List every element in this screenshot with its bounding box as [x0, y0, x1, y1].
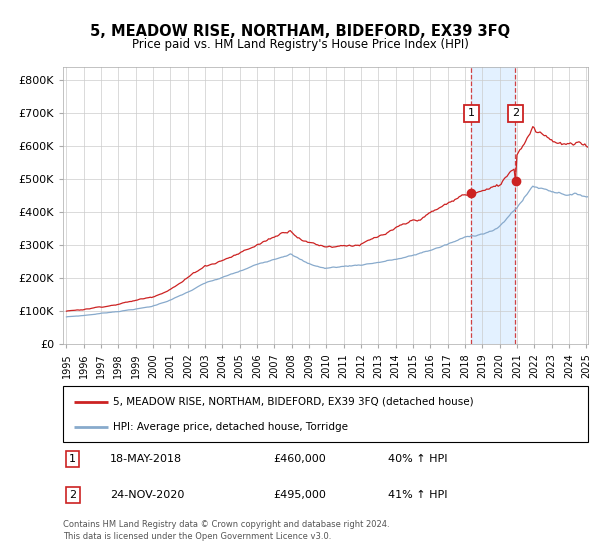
Text: 2: 2 — [70, 490, 76, 500]
Text: 40% ↑ HPI: 40% ↑ HPI — [389, 454, 448, 464]
Text: 5, MEADOW RISE, NORTHAM, BIDEFORD, EX39 3FQ (detached house): 5, MEADOW RISE, NORTHAM, BIDEFORD, EX39 … — [113, 396, 473, 407]
Text: 18-MAY-2018: 18-MAY-2018 — [110, 454, 182, 464]
Text: 24-NOV-2020: 24-NOV-2020 — [110, 490, 185, 500]
Text: £495,000: £495,000 — [273, 490, 326, 500]
Text: 2: 2 — [512, 109, 519, 118]
Text: 1: 1 — [70, 454, 76, 464]
Text: Contains HM Land Registry data © Crown copyright and database right 2024.
This d: Contains HM Land Registry data © Crown c… — [63, 520, 389, 541]
Text: 41% ↑ HPI: 41% ↑ HPI — [389, 490, 448, 500]
Text: Price paid vs. HM Land Registry's House Price Index (HPI): Price paid vs. HM Land Registry's House … — [131, 38, 469, 50]
Text: 1: 1 — [468, 109, 475, 118]
Text: £460,000: £460,000 — [273, 454, 326, 464]
Text: HPI: Average price, detached house, Torridge: HPI: Average price, detached house, Torr… — [113, 422, 348, 432]
Bar — [472, 67, 515, 344]
Text: 5, MEADOW RISE, NORTHAM, BIDEFORD, EX39 3FQ: 5, MEADOW RISE, NORTHAM, BIDEFORD, EX39 … — [90, 24, 510, 39]
